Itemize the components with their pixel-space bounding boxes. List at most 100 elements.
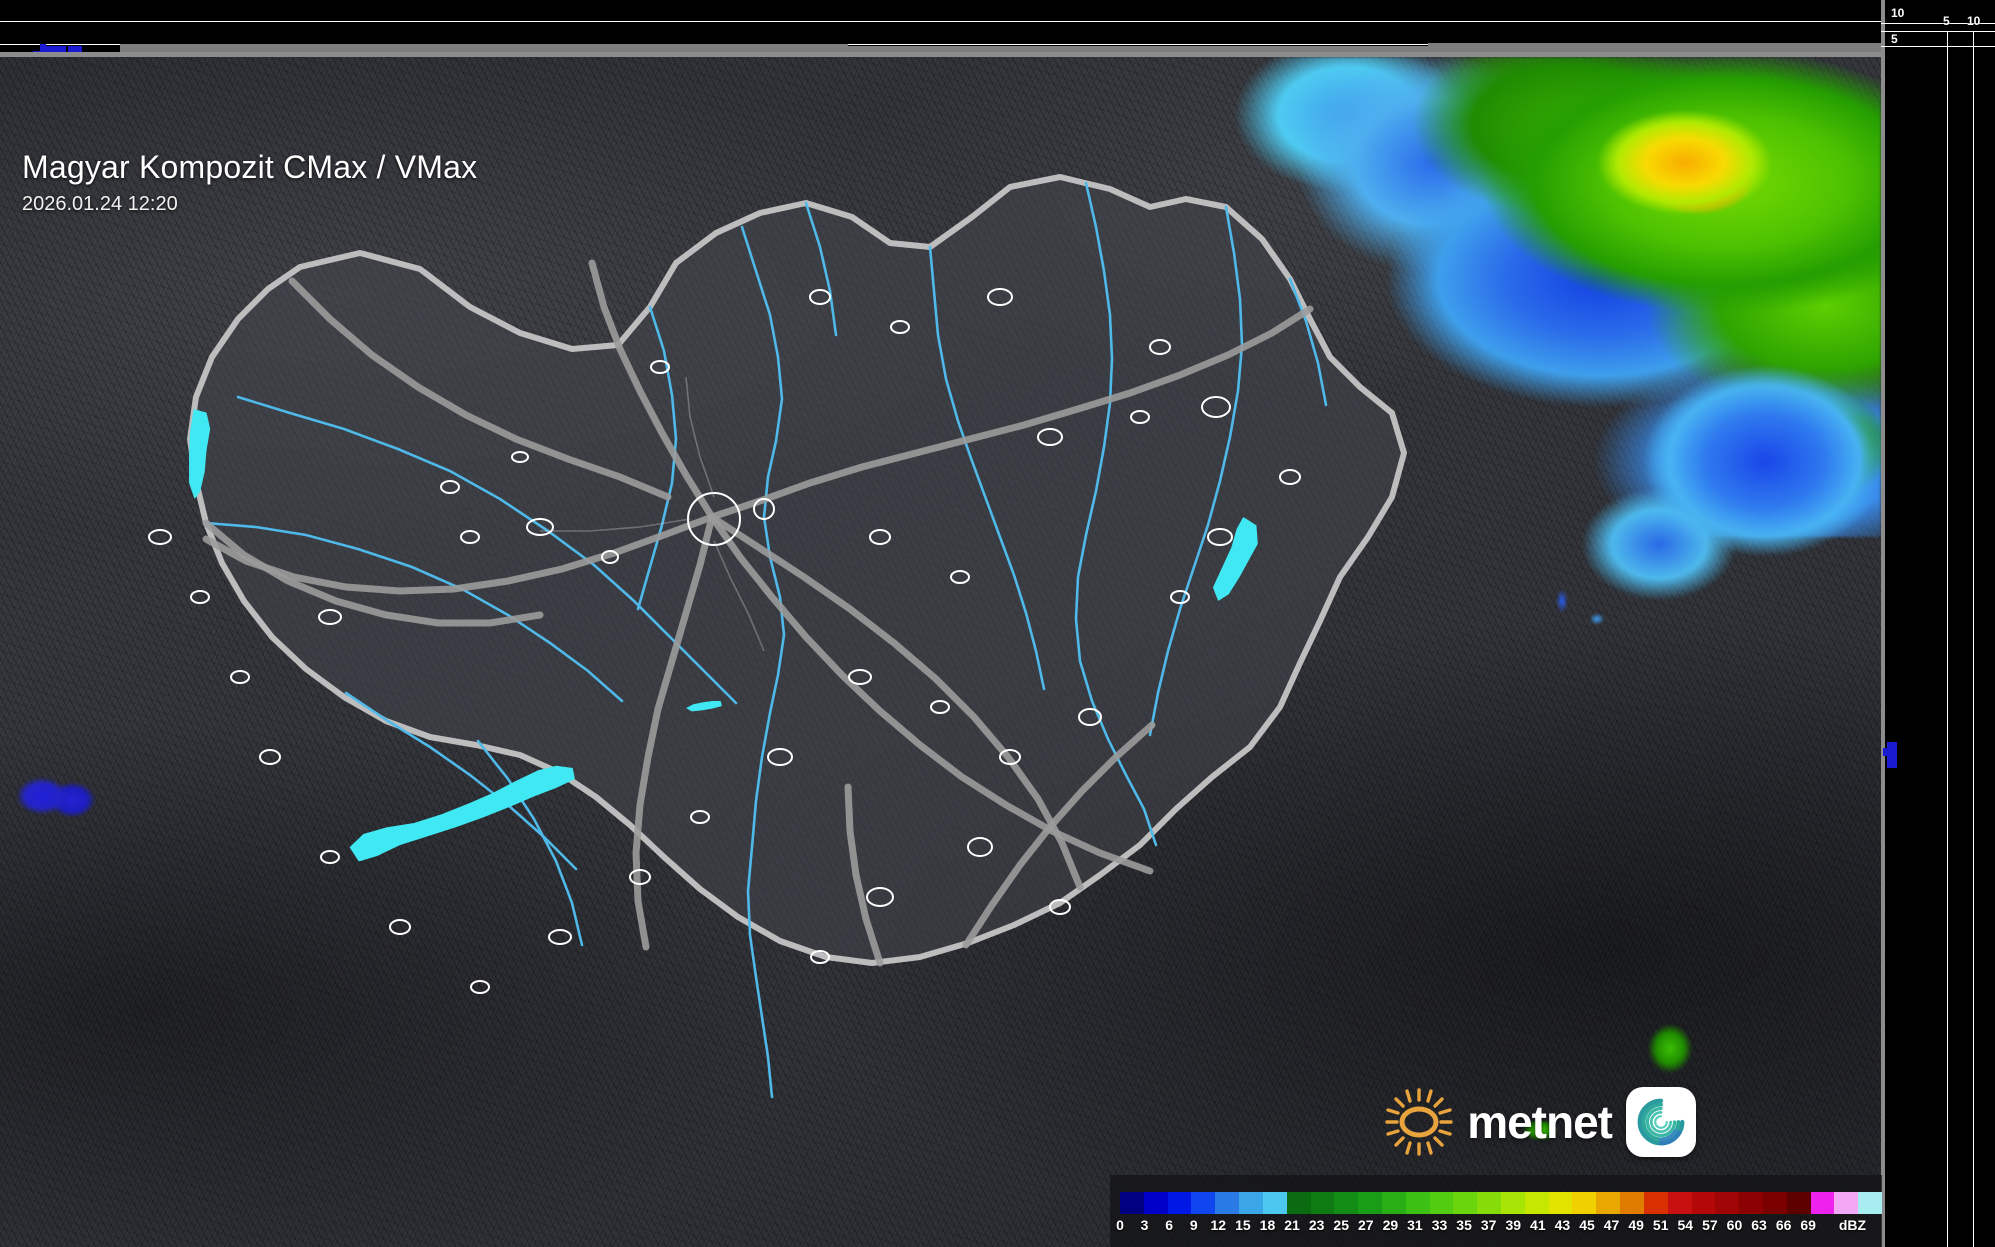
xsec-top-baseline [0,52,1881,57]
radar-map[interactable]: Magyar Kompozit CMax / VMax 2026.01.24 1… [0,57,1881,1247]
color-scale-unit-label: dBZ [1838,1217,1867,1233]
color-scale-tick-54: 54 [1677,1217,1694,1233]
color-scale-tick-25: 25 [1333,1217,1349,1233]
color-swatch-15 [1477,1192,1501,1214]
xsec-right-vline-5 [1947,31,1948,1247]
color-scale-tick-6: 6 [1165,1217,1174,1233]
color-swatch-22 [1643,1192,1668,1214]
color-swatch-11 [1381,1192,1406,1214]
color-swatch-31 [1858,1192,1882,1214]
color-swatch-29 [1810,1192,1835,1214]
color-swatch-1 [1143,1192,1168,1214]
color-scale-tick-0: 0 [1116,1217,1124,1233]
color-swatch-24 [1691,1192,1716,1214]
color-scale-tick-33: 33 [1431,1217,1448,1233]
xsec-right-label-height-5: 5 [1891,32,1898,46]
color-scale-tick-47: 47 [1603,1217,1620,1233]
xsec-right-echo-1 [1887,742,1897,768]
metnet-branding[interactable]: metnet [1385,1087,1696,1157]
color-swatch-7 [1286,1192,1311,1214]
color-scale-tick-60: 60 [1726,1217,1743,1233]
color-scale-tick-18: 18 [1259,1217,1276,1233]
color-swatch-13 [1429,1192,1454,1214]
color-scale-tick-63: 63 [1751,1217,1767,1233]
color-swatch-28 [1786,1192,1811,1214]
color-swatch-0 [1120,1192,1144,1214]
sun-icon [1385,1088,1453,1156]
color-scale-tick-39: 39 [1505,1217,1522,1233]
xsec-top-profile-bar-a [120,44,848,52]
color-swatch-10 [1358,1192,1382,1214]
color-scale-tick-57: 57 [1702,1217,1718,1233]
color-swatch-27 [1762,1192,1787,1214]
administrative-boundaries [540,376,765,652]
road-network [202,259,1314,967]
xsec-top-gridline-10 [0,21,1881,22]
metnet-wordmark: metnet [1467,1096,1613,1148]
xsec-top-echo-4 [68,46,82,53]
color-scale-tick-69: 69 [1800,1217,1816,1233]
color-swatch-25 [1715,1192,1740,1214]
timestamp-label: 2026.01.24 12:20 [22,192,178,215]
xsec-right-axis-line [1881,31,1995,32]
xsec-right-baseline [1881,0,1885,1247]
color-swatch-12 [1405,1192,1430,1214]
color-scale-tick-21: 21 [1284,1217,1300,1233]
metnet-spiral-app-icon[interactable] [1626,1087,1696,1157]
color-swatch-9 [1334,1192,1359,1214]
vertical-cross-section-top[interactable] [0,0,1881,57]
page-title: Magyar Kompozit CMax / VMax [22,149,478,185]
color-scale-tick-15: 15 [1235,1217,1251,1233]
color-scale-tick-23: 23 [1308,1217,1325,1233]
color-scale-tick-43: 43 [1554,1217,1571,1233]
xsec-top-profile-bar-b [848,46,1428,52]
color-swatch-18 [1548,1192,1573,1214]
color-scale-tick-35: 35 [1456,1217,1472,1233]
color-swatch-6 [1262,1192,1287,1214]
xsec-right-label-dist-5: 5 [1943,14,1950,28]
title-block: Magyar Kompozit CMax / VMax 2026.01.24 1… [22,149,477,216]
color-swatch-17 [1524,1192,1549,1214]
color-scale-tick-49: 49 [1628,1217,1644,1233]
color-swatch-21 [1620,1192,1644,1214]
color-swatch-3 [1191,1192,1216,1214]
color-scale-tick-45: 45 [1579,1217,1595,1233]
color-scale-tick-66: 66 [1775,1217,1792,1233]
color-scale-tick-41: 41 [1530,1217,1546,1233]
xsec-right-vline-10 [1973,31,1974,1247]
color-scale-labels: 0 3 6 9 12 15 18 21 23 25 27 29 31 33 35 37 39 41 43 45 47 49… [1116,1217,1882,1233]
xsec-top-gridline-5 [0,44,1881,45]
country-border-hungary [187,174,1407,966]
xsec-right-hline-5 [1881,46,1995,47]
xsec-right-hline-10 [1881,23,1995,24]
color-scale-tick-12: 12 [1210,1217,1227,1233]
color-scale-legend[interactable]: 0 3 6 9 12 15 18 21 23 25 27 29 31 33 35 37 39 41 43 45 47 49… [1116,1192,1882,1233]
color-scale-tick-37: 37 [1480,1217,1497,1233]
color-scale-tick-31: 31 [1407,1217,1423,1233]
map-vector-layer [148,174,1407,1099]
color-scale-tick-29: 29 [1382,1217,1399,1233]
color-swatch-5 [1239,1192,1263,1214]
color-scale-tick-3: 3 [1140,1217,1149,1233]
color-scale-swatches [1120,1192,1882,1214]
xsec-right-echo-2 [1883,748,1889,756]
xsec-top-profile-bar-c [1428,43,1881,52]
color-swatch-4 [1215,1192,1240,1214]
xsec-top-echo-1 [40,44,46,53]
color-scale-tick-9: 9 [1189,1217,1198,1233]
color-swatch-16 [1501,1192,1525,1214]
xsec-top-echo-3 [44,46,66,53]
color-scale-tick-51: 51 [1652,1217,1669,1233]
color-scale-tick-27: 27 [1357,1217,1374,1233]
color-swatch-26 [1739,1192,1763,1214]
xsec-right-label-height-10: 10 [1891,6,1905,20]
xsec-right-label-dist-10: 10 [1967,14,1981,28]
color-swatch-30 [1834,1192,1859,1214]
color-swatch-19 [1572,1192,1597,1214]
vertical-cross-section-right[interactable]: 10 5 5 10 [1881,0,1995,1247]
color-swatch-20 [1596,1192,1621,1214]
color-swatch-2 [1167,1192,1192,1214]
color-swatch-23 [1667,1192,1692,1214]
color-swatch-14 [1453,1192,1478,1214]
